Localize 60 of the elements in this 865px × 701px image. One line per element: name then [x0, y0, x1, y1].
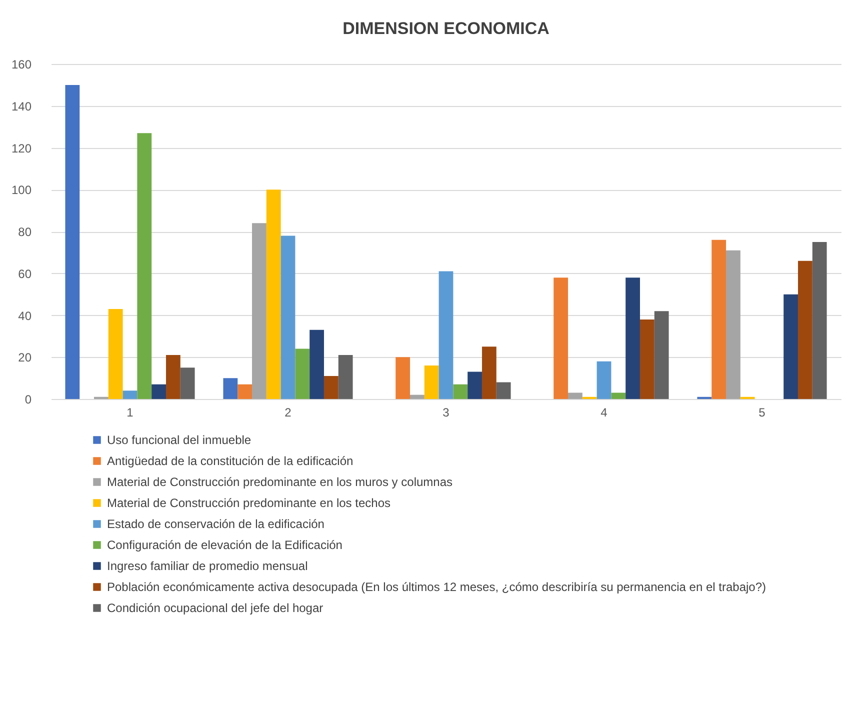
y-tick-label: 20 [18, 350, 32, 365]
bar [640, 319, 654, 399]
x-tick-label: 3 [442, 406, 450, 420]
legend-label: Ingreso familiar de promedio mensual [107, 559, 308, 573]
y-tick-label: 40 [18, 308, 32, 323]
bar [280, 236, 296, 399]
bar [252, 223, 266, 399]
bar [482, 346, 496, 399]
x-tick-label: 1 [126, 406, 134, 420]
bar [596, 361, 612, 399]
bar [496, 382, 511, 399]
legend-label: Material de Construcción predominante en los muros y columnas [107, 475, 452, 489]
y-tick-label: 0 [24, 392, 32, 406]
bar [122, 390, 138, 399]
y-tick-label: 140 [11, 99, 32, 114]
bar [654, 311, 669, 399]
bar [712, 240, 726, 399]
y-tick-label: 120 [11, 141, 32, 156]
x-tick-label: 2 [284, 406, 292, 420]
legend-label: Material de Construcción predominante en los techos [107, 496, 390, 510]
bar [554, 278, 568, 399]
bar [65, 84, 80, 399]
chart-title: DIMENSION ECONOMICA [342, 19, 550, 38]
bar [324, 376, 338, 399]
bar [180, 368, 195, 399]
bar [137, 133, 152, 399]
bar [410, 394, 424, 399]
legend-label: Condición ocupacional del jefe del hogar [107, 601, 324, 615]
bar [424, 366, 439, 399]
bar [223, 378, 238, 399]
bar [812, 242, 827, 399]
legend-label: Estado de conservación de la edificación [107, 517, 324, 531]
x-tick-label: 4 [600, 406, 608, 420]
bar [798, 260, 812, 399]
bar [626, 278, 640, 399]
bar [338, 355, 353, 399]
y-tick-label: 100 [11, 183, 32, 198]
bar [238, 384, 252, 399]
bar [152, 384, 166, 399]
bar [310, 330, 324, 399]
legend-label: Configuración de elevación de la Edificación [107, 538, 342, 552]
y-tick-label: 160 [11, 58, 32, 72]
legend-label: Población económicamente activa desocupada (En los últimos 12 meses, ¿cómo describiría su permanencia en el trabajo?) [107, 580, 766, 594]
bar [108, 308, 123, 399]
bar [568, 392, 582, 399]
bar [453, 384, 468, 399]
bar [468, 372, 482, 399]
legend-label: Antigüedad de la constitución de la edificación [107, 454, 354, 468]
bar [611, 392, 626, 399]
legend-label: Uso funcional del inmueble [107, 433, 252, 447]
y-tick-label: 80 [18, 225, 32, 239]
bar [726, 250, 740, 399]
bar [295, 348, 310, 399]
bar [784, 294, 798, 399]
x-tick-label: 5 [758, 406, 766, 420]
y-tick-label: 60 [18, 266, 32, 281]
bar [266, 190, 281, 399]
bar [438, 271, 454, 399]
bar [166, 355, 180, 399]
bar [396, 357, 410, 399]
